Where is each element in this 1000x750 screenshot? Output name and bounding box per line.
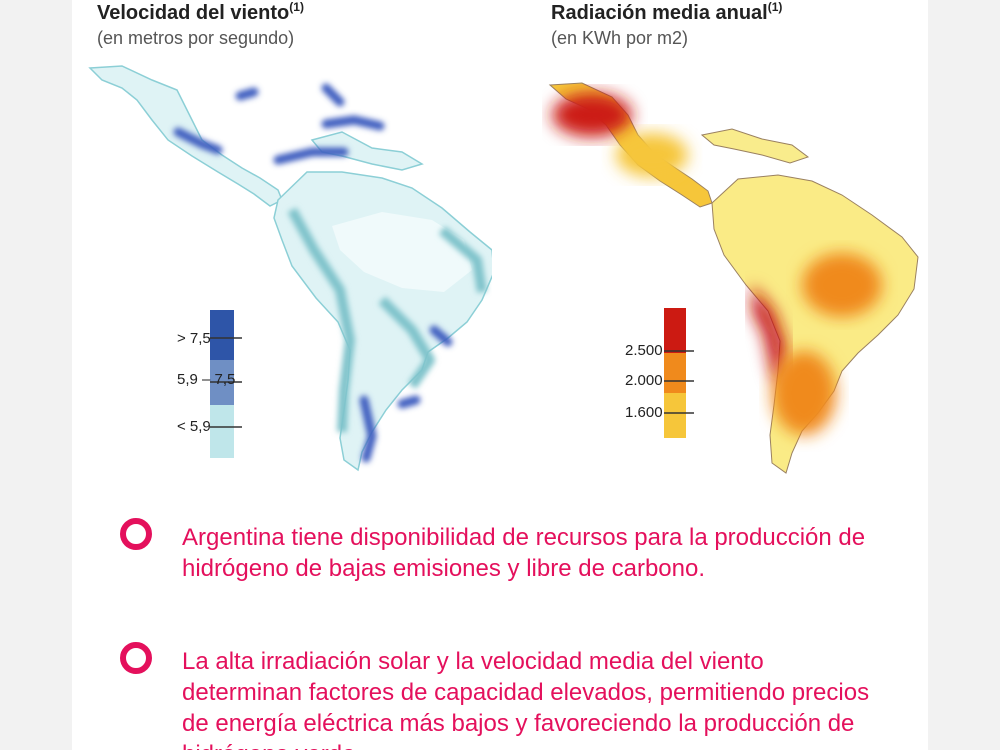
solar-map-subtitle: (en KWh por m2) <box>551 28 689 48</box>
infographic-page: Velocidad del viento(1) (en metros por s… <box>72 0 928 750</box>
solar-legend-high-label: 2.500 <box>625 342 663 359</box>
wind-low-zone <box>332 212 472 292</box>
bullet-icon-1 <box>120 518 152 550</box>
solar-legend-medium-label: 2.000 <box>625 372 663 389</box>
wind-legend-bar <box>210 310 242 458</box>
bullet-text-1: Argentina tiene disponibilidad de recurs… <box>182 524 866 582</box>
wind-high-zones <box>173 83 453 463</box>
wind-legend-low-label: < 5,9 <box>177 418 211 435</box>
bullet-text-2: La alta irradiación solar y la velocidad… <box>182 648 870 750</box>
wind-map <box>88 65 492 472</box>
solar-legend-bar <box>664 308 694 438</box>
wind-map-title: Velocidad del viento(1) <box>97 0 304 24</box>
bullet-icon-2 <box>120 642 152 674</box>
solar-hotspots <box>552 93 882 435</box>
wind-legend-high-label: > 7,5 <box>177 330 211 347</box>
solar-map-title: Radiación media anual(1) <box>551 0 783 24</box>
wind-medium-zones <box>287 207 487 433</box>
wind-legend-medium-label: 5,9 – 7,5 <box>177 371 236 388</box>
solar-legend-low-label: 1.600 <box>625 404 663 421</box>
wind-map-subtitle: (en metros por segundo) <box>97 28 295 48</box>
solar-map <box>548 82 919 474</box>
